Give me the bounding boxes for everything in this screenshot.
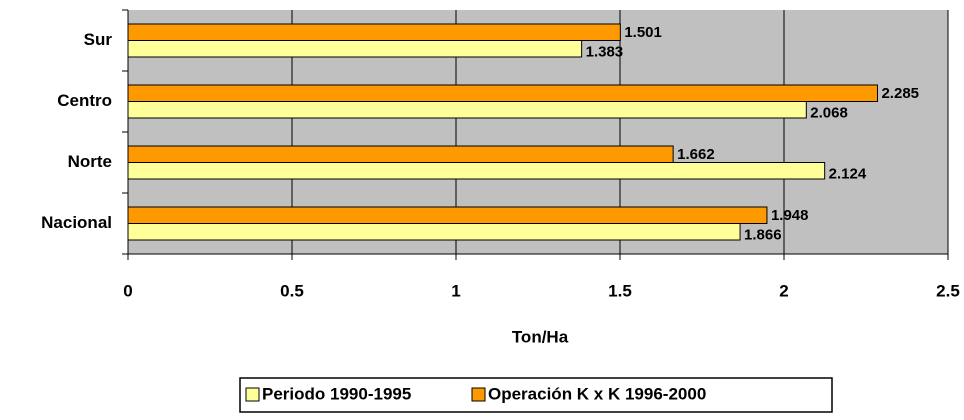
bar	[127, 162, 826, 180]
bar	[127, 223, 741, 241]
y-tick-label: Centro	[57, 91, 112, 110]
y-tick-label: Nacional	[41, 213, 112, 232]
data-label: 1.866	[744, 227, 782, 244]
legend-swatch	[245, 387, 260, 402]
bar	[127, 145, 674, 163]
bar	[127, 40, 583, 58]
x-axis-title: Ton/Ha	[512, 327, 569, 346]
bar	[127, 206, 768, 224]
x-tick-label: 0.5	[280, 281, 304, 300]
data-label: 1.501	[624, 24, 662, 41]
bar	[127, 101, 807, 119]
x-tick-label: 1	[451, 281, 460, 300]
x-tick-label: 2	[779, 281, 788, 300]
legend-box	[239, 377, 833, 413]
data-label: 1.948	[771, 207, 809, 224]
x-tick-label: 0	[123, 281, 132, 300]
legend-label: Operación K x K 1996-2000	[488, 384, 706, 403]
y-tick-label: Sur	[84, 30, 113, 49]
x-tick-label: 1.5	[608, 281, 632, 300]
data-label: 2.124	[829, 166, 867, 183]
data-label: 1.662	[677, 146, 715, 163]
bar	[127, 23, 621, 41]
data-label: 1.383	[586, 44, 624, 61]
data-label: 2.068	[810, 105, 848, 122]
legend-label: Periodo 1990-1995	[262, 384, 411, 403]
legend-swatch	[471, 387, 486, 402]
y-tick-label: Norte	[68, 152, 112, 171]
bar	[127, 84, 878, 102]
x-tick-label: 2.5	[936, 281, 960, 300]
data-label: 2.285	[881, 85, 919, 102]
